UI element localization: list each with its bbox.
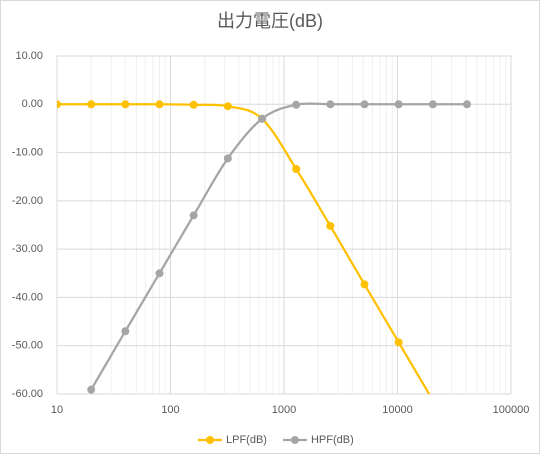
data-point <box>87 100 96 109</box>
y-tick-label: 0.00 <box>22 98 43 110</box>
data-point <box>394 338 403 347</box>
data-point <box>189 100 198 109</box>
data-point <box>292 100 301 109</box>
data-point <box>428 100 437 109</box>
data-point <box>223 154 232 163</box>
data-point <box>155 100 164 109</box>
data-point <box>155 269 164 278</box>
y-tick-label: -50.00 <box>12 340 43 352</box>
chart-title: 出力電圧(dB) <box>217 11 323 31</box>
data-point <box>87 385 96 394</box>
labels: 10 100 1000 10000 100000 10.00 0.00 -10.00 -20.0… <box>12 50 530 446</box>
data-point <box>57 100 61 109</box>
x-tick-label: 1000 <box>272 404 296 416</box>
y-tick-label: -20.00 <box>12 195 43 207</box>
y-tick-label: -10.00 <box>12 146 43 158</box>
x-tick-label: 10 <box>51 404 63 416</box>
data-point <box>258 114 267 123</box>
data-point <box>326 100 335 109</box>
legend-marker <box>290 436 299 444</box>
y-tick-label: -30.00 <box>12 243 43 255</box>
data-point <box>121 100 130 109</box>
data-point <box>326 221 335 230</box>
y-tick-label: 10.00 <box>15 50 43 62</box>
legend-label: HPF(dB) <box>311 434 354 446</box>
data-point <box>360 100 369 109</box>
data-point <box>463 100 472 109</box>
y-tick-label: -40.00 <box>12 291 43 303</box>
y-tick-label: -60.00 <box>12 388 43 400</box>
data-point <box>394 100 403 109</box>
legend-label: LPF(dB) <box>226 434 267 446</box>
data-point <box>189 211 198 220</box>
data-point <box>360 280 369 289</box>
legend-marker <box>206 436 214 444</box>
plot-area <box>57 100 472 394</box>
data-point <box>121 327 130 336</box>
x-tick-label: 10000 <box>382 404 413 416</box>
x-tick-label: 100000 <box>493 404 530 416</box>
x-tick-label: 100 <box>161 404 179 416</box>
data-point <box>292 164 301 173</box>
data-point <box>223 102 232 111</box>
